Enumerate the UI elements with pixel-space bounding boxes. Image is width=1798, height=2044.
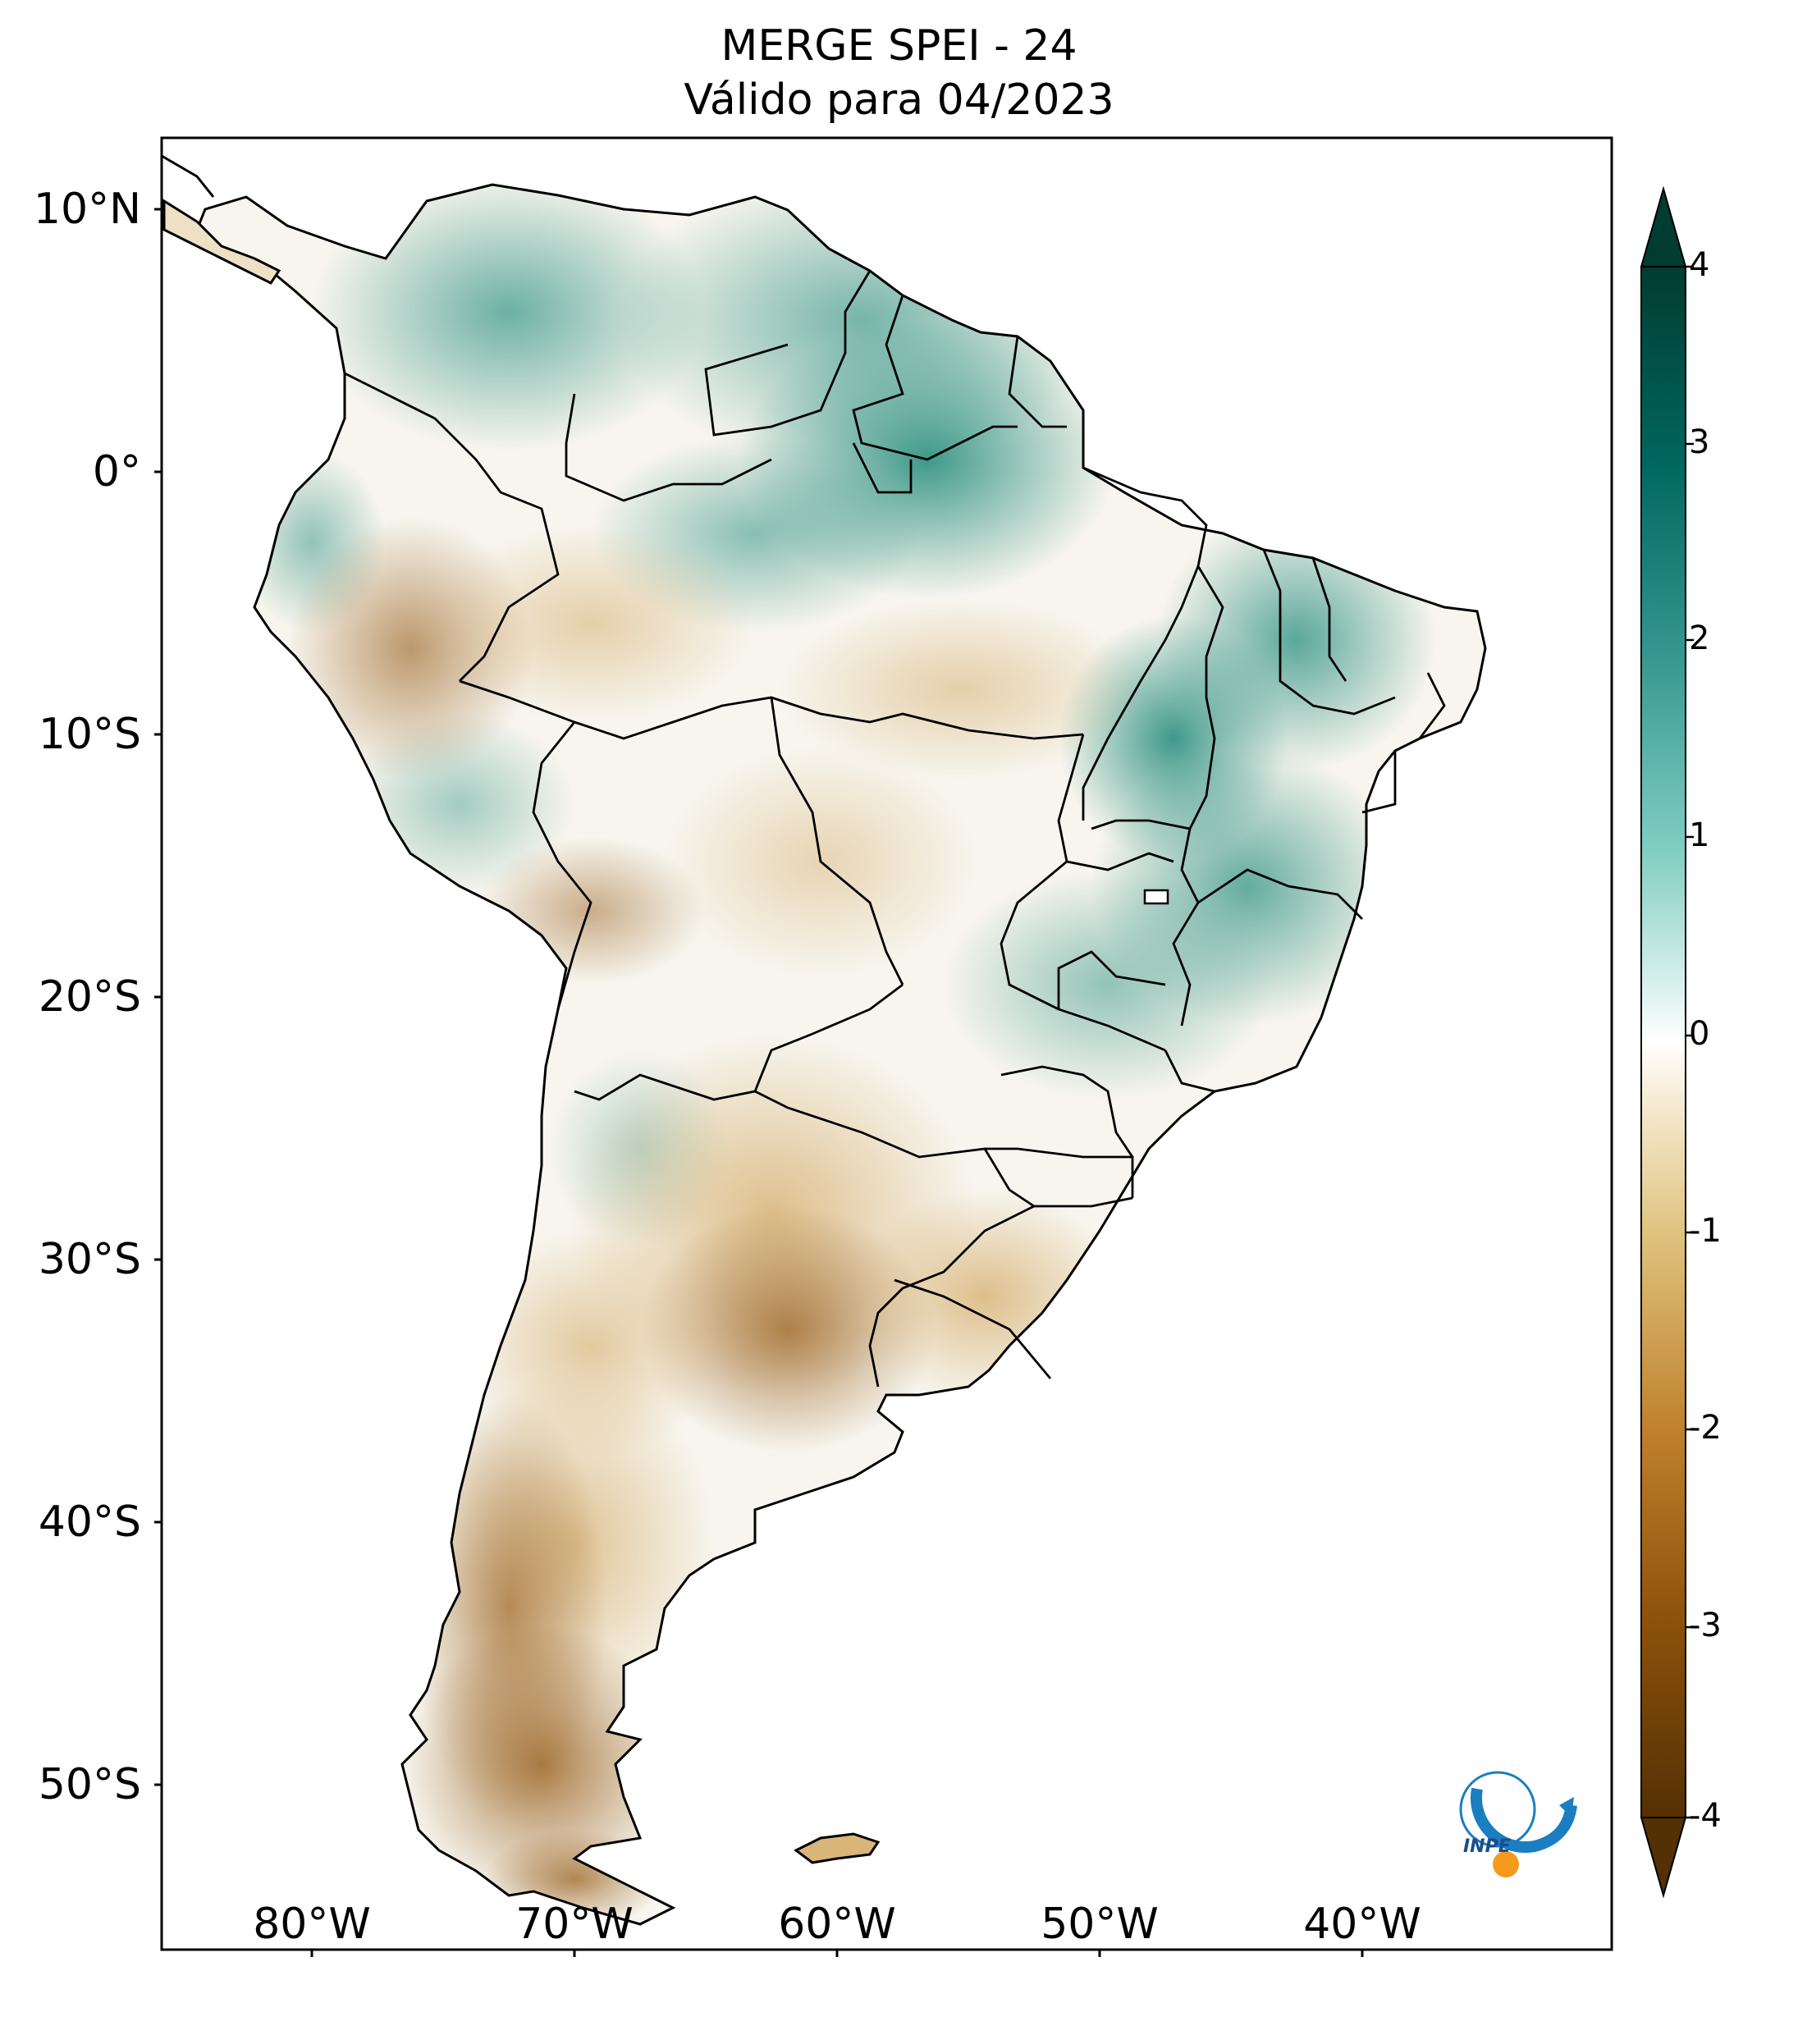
logo-dot [1493, 1851, 1519, 1877]
map-subtitle: Válido para 04/2023 [684, 75, 1114, 125]
lat-label-10n: 10°N [33, 185, 141, 234]
axis-ticks [154, 208, 1364, 1957]
central-america [162, 199, 281, 285]
lon-label-60w: 60°W [778, 1900, 896, 1949]
lat-label-0: 0° [92, 447, 141, 496]
colorbar-label: -3 [1689, 1607, 1722, 1644]
colorbar-label: 1 [1689, 816, 1710, 854]
lat-label-50s: 50°S [38, 1760, 141, 1809]
colorbar-label: -1 [1689, 1212, 1722, 1250]
lat-label-10s: 10°S [38, 710, 141, 759]
colorbar-label: -4 [1689, 1797, 1722, 1835]
logo-text: INPE [1463, 1836, 1511, 1857]
lon-label-80w: 80°W [253, 1900, 371, 1949]
map-title: MERGE SPEI - 24 [721, 21, 1077, 71]
lake-marker [1143, 889, 1169, 905]
inpe-logo: INPE [1459, 1771, 1577, 1877]
colorbar-label: 4 [1689, 246, 1710, 284]
lat-label-40s: 40°S [38, 1498, 141, 1547]
colorbar-label: -2 [1689, 1409, 1722, 1447]
falkland-islands [794, 1832, 881, 1864]
colorbar-label: 0 [1689, 1015, 1710, 1053]
lat-label-30s: 30°S [38, 1235, 141, 1284]
colorbar [1640, 185, 1694, 1899]
colorbar-label: 3 [1689, 423, 1710, 461]
lat-label-20s: 20°S [38, 972, 141, 1022]
lon-label-40w: 40°W [1303, 1900, 1421, 1949]
political-borders [344, 270, 1446, 1388]
colorbar-label: 2 [1689, 620, 1710, 657]
lon-label-70w: 70°W [515, 1900, 634, 1949]
lon-label-50w: 50°W [1041, 1900, 1159, 1949]
